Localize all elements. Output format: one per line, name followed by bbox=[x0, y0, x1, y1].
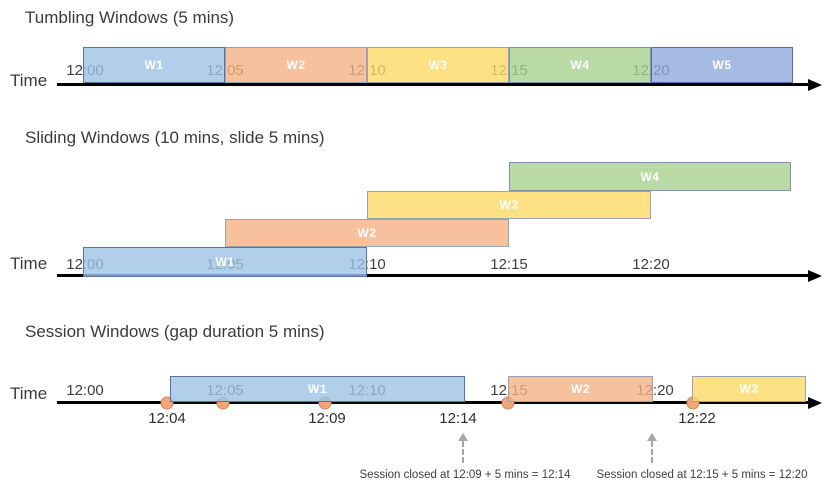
axis-arrowhead-icon bbox=[808, 396, 822, 409]
window-bar-sliding-w1: W1 bbox=[83, 247, 367, 277]
window-bar-tumbling-w1: W1 bbox=[83, 47, 225, 83]
window-bar-tumbling-w5: W5 bbox=[651, 47, 793, 83]
window-bar-label: W2 bbox=[357, 226, 377, 240]
time-axis-label-sliding: Time bbox=[10, 254, 48, 273]
event-time-label: 12:22 bbox=[678, 410, 716, 427]
window-bar-tumbling-w2: W2 bbox=[225, 47, 367, 83]
window-bar-sliding-w3: W3 bbox=[367, 191, 651, 219]
window-bar-sliding-w2: W2 bbox=[225, 219, 509, 247]
window-bar-label: W3 bbox=[499, 198, 519, 212]
session-close-arrow-icon bbox=[647, 433, 657, 441]
event-time-label: 12:14 bbox=[439, 410, 477, 427]
window-bar-label: W1 bbox=[215, 255, 235, 269]
axis-arrowhead-icon bbox=[808, 269, 822, 282]
section-title-session: Session Windows (gap duration 5 mins) bbox=[25, 322, 325, 341]
event-time-label: 12:04 bbox=[148, 410, 186, 427]
window-bar-label: W5 bbox=[712, 58, 732, 72]
window-bar-label: W2 bbox=[571, 382, 590, 396]
session-close-annotation: Session closed at 12:15 + 5 mins = 12:20 bbox=[596, 469, 808, 481]
window-bar-label: W2 bbox=[286, 58, 306, 72]
tick-label-session: 12:00 bbox=[66, 382, 104, 399]
tick-label-sliding: 12:20 bbox=[632, 256, 670, 273]
section-title-sliding: Sliding Windows (10 mins, slide 5 mins) bbox=[25, 128, 325, 147]
window-bar-label: W3 bbox=[739, 382, 759, 396]
time-axis-label-session: Time bbox=[10, 384, 48, 403]
window-bar-label: W1 bbox=[308, 382, 327, 396]
window-bar-label: W1 bbox=[144, 58, 164, 72]
session-close-arrow-line bbox=[462, 441, 464, 463]
time-axis-line-tumbling bbox=[57, 83, 808, 86]
window-bar-tumbling-w3: W3 bbox=[367, 47, 509, 83]
window-bar-session-w2: W2 bbox=[508, 376, 653, 402]
window-bar-label: W4 bbox=[570, 58, 590, 72]
session-close-arrow-icon bbox=[458, 433, 468, 441]
event-time-label: 12:09 bbox=[308, 410, 346, 427]
session-close-annotation: Session closed at 12:09 + 5 mins = 12:14 bbox=[359, 469, 571, 481]
time-axis-line-session bbox=[57, 401, 808, 404]
tick-label-sliding: 12:15 bbox=[490, 256, 528, 273]
time-axis-label-tumbling: Time bbox=[10, 71, 48, 90]
window-bar-sliding-w4: W4 bbox=[509, 162, 791, 191]
time-axis-line-sliding bbox=[57, 274, 808, 277]
session-close-arrow-line bbox=[651, 441, 653, 463]
window-bar-label: W3 bbox=[428, 58, 448, 72]
window-bar-session-w1: W1 bbox=[170, 376, 465, 402]
section-title-tumbling: Tumbling Windows (5 mins) bbox=[25, 8, 235, 27]
window-bar-tumbling-w4: W4 bbox=[509, 47, 651, 83]
axis-arrowhead-icon bbox=[808, 78, 822, 91]
window-bar-label: W4 bbox=[640, 169, 660, 184]
window-bar-session-w3: W3 bbox=[692, 376, 806, 402]
